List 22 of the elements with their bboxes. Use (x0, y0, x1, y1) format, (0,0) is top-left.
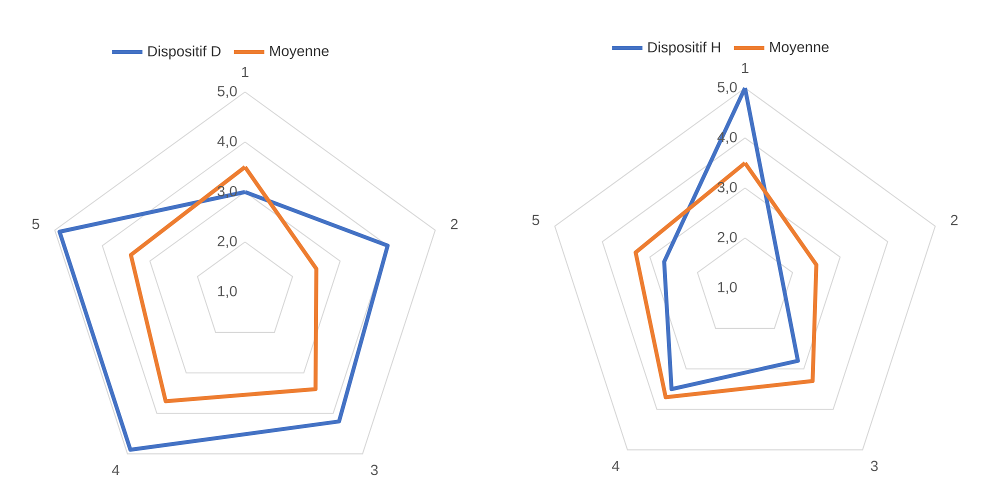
y-tick-label: 2,0 (218, 236, 237, 248)
spoke-label: 5 (532, 214, 540, 226)
spoke-label: 5 (32, 218, 40, 230)
spoke-label: 2 (450, 218, 458, 230)
legend-label: Dispositif H (648, 42, 720, 56)
spoke-label: 4 (612, 460, 620, 472)
spoke-label: 2 (950, 214, 958, 226)
legend-label: Moyenne (270, 46, 329, 60)
spoke-label: 3 (870, 460, 878, 472)
spoke-label: 1 (242, 66, 248, 78)
y-tick-label: 3,0 (718, 182, 737, 194)
y-tick-label: 5,0 (718, 82, 737, 94)
y-tick-label: 4,0 (217, 136, 237, 148)
y-tick-label: 5,0 (218, 86, 237, 98)
y-tick-label: 1,0 (218, 286, 237, 298)
legend-label: Moyenne (770, 42, 829, 56)
y-tick-label: 2,0 (718, 232, 737, 244)
spoke-label: 1 (742, 62, 748, 74)
spoke-label: 4 (112, 464, 120, 476)
y-tick-label: 1,0 (718, 282, 737, 294)
legend-label: Dispositif D (148, 46, 221, 60)
spoke-label: 3 (370, 464, 378, 476)
